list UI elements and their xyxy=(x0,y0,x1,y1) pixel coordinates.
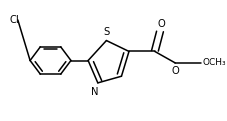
Text: OCH₃: OCH₃ xyxy=(201,58,225,67)
Text: O: O xyxy=(170,66,178,76)
Text: N: N xyxy=(90,87,98,97)
Text: Cl: Cl xyxy=(10,15,19,25)
Text: S: S xyxy=(103,27,109,37)
Text: O: O xyxy=(157,19,164,29)
